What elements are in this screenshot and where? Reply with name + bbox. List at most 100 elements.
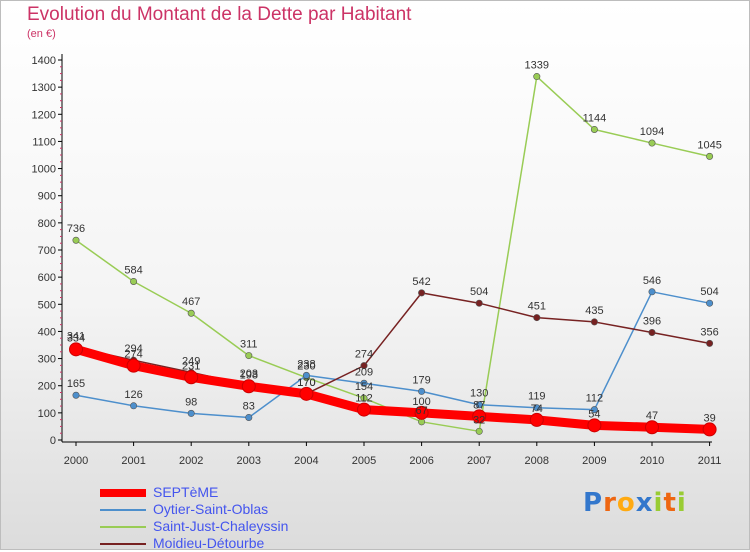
data-point-0 (184, 370, 199, 385)
data-label-2: 1094 (640, 126, 664, 138)
data-point-1 (72, 391, 80, 399)
data-point-2 (475, 427, 483, 435)
x-tick-label: 2001 (121, 455, 145, 467)
data-label-2: 1339 (525, 60, 549, 72)
data-label-2: 311 (240, 339, 258, 351)
logo-letter: x (635, 488, 654, 518)
x-tick-label: 2006 (409, 455, 433, 467)
data-label-2: 1045 (697, 139, 721, 151)
data-label-0: 112 (355, 393, 373, 405)
data-label-2: 154 (355, 381, 373, 393)
x-tick-label: 2002 (179, 455, 203, 467)
logo-letter: t (663, 488, 677, 518)
data-point-3 (648, 329, 656, 337)
legend-swatch-septeme (100, 489, 146, 497)
data-point-3 (590, 318, 598, 326)
data-point-2 (360, 394, 368, 402)
legend-item-moidieu-detourbe: Moidieu-Détourbe (100, 535, 360, 552)
legend-swatch-moidieu-detourbe (100, 543, 146, 545)
y-tick-label: 1000 (32, 164, 56, 176)
y-tick-label: 100 (38, 408, 56, 420)
data-point-0 (587, 418, 602, 433)
data-point-2 (187, 309, 195, 317)
legend: SEPTèME Oytier-Saint-Oblas Saint-Just-Ch… (100, 484, 360, 552)
data-label-3: 542 (412, 276, 430, 288)
data-point-2 (130, 277, 138, 285)
data-point-1 (130, 402, 138, 410)
data-label-1: 126 (124, 389, 142, 401)
data-label-3: 451 (528, 301, 546, 313)
data-label-0: 198 (240, 369, 258, 381)
chart-title: Evolution du Montant de la Dette par Hab… (27, 4, 412, 25)
data-point-3 (360, 362, 368, 370)
y-tick-label: 1200 (32, 109, 56, 121)
data-point-0 (529, 412, 544, 427)
data-label-0: 334 (67, 332, 85, 344)
y-tick-label: 200 (38, 381, 56, 393)
x-tick-label: 2003 (237, 455, 261, 467)
data-label-1: 546 (643, 275, 661, 287)
series-line-2 (75, 75, 711, 433)
data-point-1 (648, 288, 656, 296)
data-point-0 (299, 386, 314, 401)
data-point-0 (126, 358, 141, 373)
legend-swatch-saint-just-chaleyssin (100, 526, 146, 528)
proxiti-logo: Proxiti (583, 488, 687, 518)
x-tick-label: 2007 (467, 455, 491, 467)
data-point-2 (72, 236, 80, 244)
data-point-2 (706, 152, 714, 160)
legend-item-saint-just-chaleyssin: Saint-Just-Chaleyssin (100, 518, 360, 535)
y-tick-label: 400 (38, 326, 56, 338)
data-point-0 (69, 342, 83, 357)
y-tick-label: 1100 (32, 136, 56, 148)
data-label-1: 130 (470, 388, 488, 400)
data-label-1: 238 (297, 358, 315, 370)
logo-letter: P (583, 488, 604, 518)
data-label-3: 504 (470, 286, 488, 298)
legend-label-moidieu-detourbe: Moidieu-Détourbe (153, 535, 265, 551)
data-label-1: 112 (586, 393, 604, 405)
data-label-3: 435 (585, 305, 603, 317)
data-label-3: 341 (67, 330, 85, 342)
legend-item-septeme: SEPTèME (100, 484, 360, 501)
series-line-1 (75, 291, 711, 419)
x-tick-label: 2004 (294, 455, 318, 467)
data-label-3: 294 (124, 343, 142, 355)
data-point-3 (533, 314, 541, 322)
data-point-1 (706, 299, 714, 307)
y-tick-label: 300 (38, 354, 56, 366)
data-point-1 (475, 401, 483, 409)
y-tick-label: 500 (38, 299, 56, 311)
legend-label-saint-just-chaleyssin: Saint-Just-Chaleyssin (153, 518, 289, 534)
data-point-1 (187, 409, 195, 417)
logo-letter: i (653, 488, 664, 518)
x-tick-label: 2011 (698, 455, 722, 467)
x-tick-label: 2000 (64, 455, 88, 467)
data-point-0 (702, 422, 717, 437)
unit-label: (en €) (27, 28, 56, 40)
data-point-0 (472, 409, 487, 424)
data-label-2: 32 (473, 414, 485, 426)
series-line-3 (75, 292, 711, 395)
data-label-1: 98 (185, 396, 197, 408)
data-point-2 (533, 73, 541, 81)
y-tick-label: 600 (38, 272, 56, 284)
data-point-1 (245, 413, 253, 421)
data-label-1: 504 (700, 286, 718, 298)
y-tick-label: 900 (38, 191, 56, 203)
data-point-1 (302, 371, 310, 379)
x-tick-label: 2010 (640, 455, 664, 467)
data-label-3: 203 (240, 368, 258, 380)
data-point-2 (590, 125, 598, 133)
logo-letter: o (616, 488, 636, 518)
data-label-2: 67 (415, 405, 427, 417)
legend-item-oytier-saint-oblas: Oytier-Saint-Oblas (100, 501, 360, 518)
x-tick-label: 2009 (582, 455, 606, 467)
data-point-1 (418, 387, 426, 395)
y-tick-label: 800 (38, 218, 56, 230)
legend-label-oytier-saint-oblas: Oytier-Saint-Oblas (153, 501, 269, 517)
data-label-1: 83 (243, 400, 255, 412)
data-label-0: 231 (182, 360, 200, 372)
legend-swatch-oytier-saint-oblas (100, 509, 146, 511)
